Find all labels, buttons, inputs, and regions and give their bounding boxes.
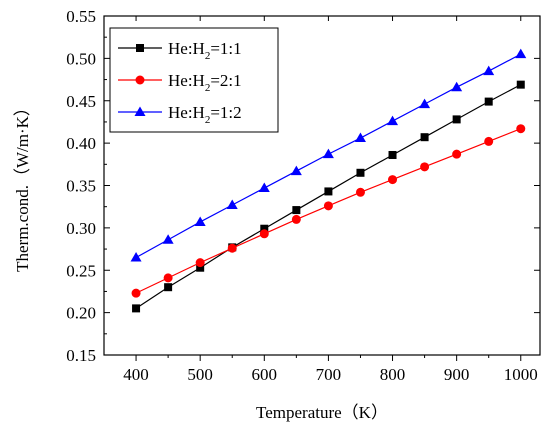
- data-point: [516, 80, 525, 89]
- data-point: [355, 187, 365, 197]
- y-tick-label: 0.45: [66, 92, 96, 111]
- data-point: [354, 132, 366, 143]
- y-tick-label: 0.30: [66, 219, 96, 238]
- legend-label-sub: 2: [205, 82, 211, 94]
- axes: 0.15 0.20 0.25 0.30 0.35 0.40 0.45 0.50 0.55 400 5…: [66, 7, 541, 384]
- legend-label-main: He:H: [168, 71, 205, 90]
- y-tick-label: 0.55: [66, 7, 96, 26]
- data-point: [322, 148, 334, 159]
- legend-label: He:H2=2:1: [168, 71, 242, 94]
- y-tick-label: 0.40: [66, 134, 96, 153]
- x-tick-label: 800: [380, 365, 406, 384]
- data-point: [388, 150, 397, 159]
- legend-label-tail: =1:1: [210, 39, 241, 58]
- data-point: [483, 65, 495, 76]
- y-axis-title: Therm.cond.（W/m·K）: [13, 99, 32, 272]
- legend-item: He:H2=1:2: [118, 103, 242, 126]
- legend-item: He:H2=1:1: [118, 39, 242, 62]
- data-point: [452, 149, 462, 159]
- legend-label-sub: 2: [205, 50, 211, 62]
- data-point: [484, 136, 494, 146]
- legend-label-main: He:H: [168, 103, 205, 122]
- data-point: [163, 273, 173, 283]
- legend-label-sub: 2: [205, 114, 211, 126]
- data-point: [227, 243, 237, 253]
- x-tick-label: 400: [123, 365, 149, 384]
- data-point: [323, 201, 333, 211]
- data-point: [420, 133, 429, 142]
- data-point: [194, 216, 206, 226]
- data-point: [260, 224, 269, 233]
- data-point: [292, 206, 301, 215]
- y-tick-label: 0.20: [66, 304, 96, 323]
- data-point: [164, 283, 173, 292]
- series-1: [132, 80, 525, 313]
- y-tick-label: 0.25: [66, 261, 96, 280]
- x-axis-title: Temperature（K）: [256, 403, 388, 422]
- x-tick-label: 600: [252, 365, 278, 384]
- data-point: [324, 187, 333, 196]
- legend-label-main: He:H: [168, 39, 205, 58]
- data-point: [388, 175, 398, 185]
- data-point: [419, 98, 431, 109]
- series-group: [130, 48, 527, 313]
- data-point: [484, 97, 493, 106]
- y-tick-label: 0.15: [66, 346, 96, 365]
- data-point: [195, 258, 205, 268]
- data-point: [356, 168, 365, 177]
- legend: He:H2=1:1He:H2=2:1He:H2=1:2: [109, 27, 279, 133]
- data-point: [291, 214, 301, 224]
- legend-marker: [135, 75, 145, 85]
- x-tick-label: 700: [316, 365, 342, 384]
- legend-label-tail: =1:2: [210, 103, 241, 122]
- legend-label: He:H2=1:1: [168, 39, 242, 62]
- legend-marker: [134, 106, 146, 116]
- data-point: [131, 288, 141, 298]
- data-point: [196, 263, 205, 272]
- legend-marker: [136, 44, 144, 52]
- legend-item: He:H2=2:1: [118, 71, 242, 94]
- data-point: [451, 81, 463, 92]
- x-tick-label: 1000: [504, 365, 538, 384]
- y-tick-label: 0.35: [66, 177, 96, 196]
- legend-label-tail: =2:1: [210, 71, 241, 90]
- x-tick-label: 500: [187, 365, 213, 384]
- series-3: [130, 48, 527, 262]
- data-point: [290, 165, 302, 176]
- data-point: [226, 199, 238, 209]
- y-tick-label: 0.50: [66, 49, 96, 68]
- data-point: [387, 115, 399, 126]
- data-point: [259, 229, 269, 239]
- data-point: [516, 124, 526, 134]
- data-point: [132, 304, 141, 313]
- data-point: [130, 252, 142, 262]
- series-2: [131, 124, 526, 298]
- data-point: [452, 115, 461, 124]
- data-point: [420, 162, 430, 172]
- data-point: [258, 182, 270, 193]
- data-point: [162, 234, 174, 244]
- x-tick-label: 900: [444, 365, 470, 384]
- legend-label: He:H2=1:2: [168, 103, 242, 126]
- data-point: [515, 48, 527, 59]
